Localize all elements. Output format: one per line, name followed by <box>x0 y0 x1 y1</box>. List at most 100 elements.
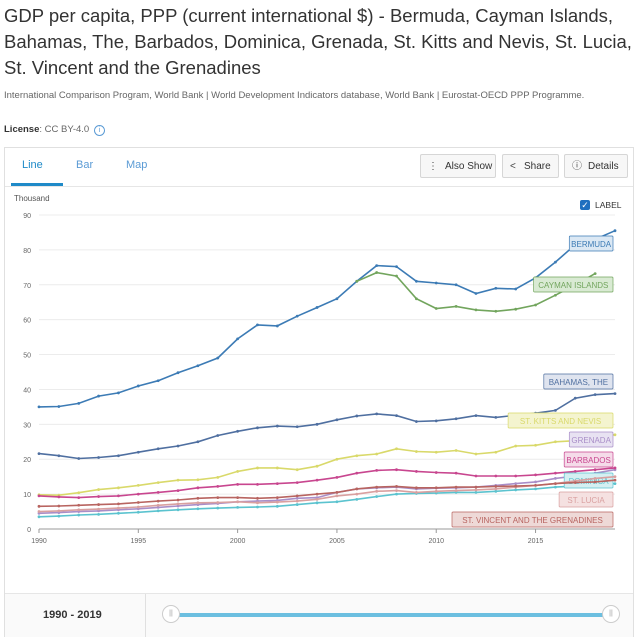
data-point <box>613 433 617 437</box>
chart-tabs: Line Bar Map ⋮ Also Show < Share ⓘ Detai… <box>5 148 633 187</box>
data-point <box>275 500 279 504</box>
data-point <box>275 504 279 508</box>
data-point <box>256 501 259 505</box>
share-button[interactable]: < Share <box>502 154 559 178</box>
data-point <box>236 496 240 499</box>
info-circle-icon: ⓘ <box>572 161 582 172</box>
data-point <box>335 457 339 461</box>
y-tick-label: 20 <box>23 457 31 464</box>
data-point <box>117 502 120 506</box>
data-point <box>176 498 180 502</box>
data-point <box>593 468 597 472</box>
data-point <box>395 489 398 493</box>
license-label: License <box>4 124 40 135</box>
more-vertical-icon: ⋮ <box>428 161 438 172</box>
data-point <box>613 392 617 396</box>
slider-end-handle[interactable]: || <box>602 605 620 623</box>
data-point <box>494 286 498 290</box>
tab-map[interactable]: Map <box>126 159 148 171</box>
x-tick-label: 2000 <box>230 538 246 545</box>
data-point <box>494 474 498 478</box>
data-point <box>454 305 458 308</box>
details-button[interactable]: ⓘ Details <box>564 154 628 178</box>
info-icon[interactable]: i <box>94 125 106 136</box>
data-point <box>136 483 140 487</box>
data-point <box>534 473 537 477</box>
data-point <box>355 492 359 496</box>
data-point <box>216 496 220 499</box>
data-point <box>395 414 398 418</box>
series-label: ST. KITTS AND NEVIS <box>520 417 601 426</box>
data-point <box>256 482 259 486</box>
data-point <box>474 485 478 489</box>
data-point <box>117 391 120 395</box>
x-tick-label: 1995 <box>131 538 147 545</box>
tab-line[interactable]: Line <box>22 159 43 171</box>
data-point <box>613 229 617 233</box>
data-point <box>414 420 418 423</box>
data-point <box>494 489 498 493</box>
y-tick-label: 10 <box>23 492 31 499</box>
data-point <box>593 272 597 276</box>
data-point <box>196 507 200 511</box>
data-point <box>97 456 100 459</box>
data-point <box>534 483 537 487</box>
data-point <box>295 481 299 484</box>
data-point <box>77 457 81 460</box>
data-point <box>176 444 180 448</box>
data-point <box>355 414 359 418</box>
series-label-box <box>568 431 614 448</box>
data-point <box>434 450 438 454</box>
data-point <box>395 274 398 278</box>
data-point <box>156 481 160 484</box>
data-point <box>375 495 379 498</box>
year-range-label: 1990 - 2019 <box>43 609 102 621</box>
data-point <box>593 480 597 484</box>
data-point <box>494 485 498 488</box>
data-point <box>474 490 478 494</box>
label-checkbox-label: LABEL <box>595 200 622 210</box>
data-point <box>236 505 240 509</box>
data-point <box>554 293 557 297</box>
y-axis-unit: Thousand <box>14 194 50 203</box>
data-point <box>295 503 299 506</box>
data-point <box>613 466 617 470</box>
data-point <box>375 264 379 267</box>
active-tab-indicator <box>11 183 63 186</box>
slider-start-handle[interactable]: || <box>162 605 180 623</box>
y-tick-label: 0 <box>27 527 31 534</box>
data-point <box>474 414 478 418</box>
data-point <box>77 402 81 405</box>
data-point <box>117 511 120 515</box>
data-point <box>216 485 220 488</box>
also-show-button[interactable]: ⋮ Also Show <box>420 154 496 178</box>
x-tick-label: 2015 <box>528 538 544 545</box>
data-point <box>335 490 339 494</box>
data-point <box>295 496 299 500</box>
data-point <box>176 508 180 512</box>
data-point <box>216 501 220 504</box>
data-point <box>315 422 319 426</box>
y-tick-label: 30 <box>23 422 31 429</box>
data-point <box>474 292 478 295</box>
data-point <box>77 496 81 499</box>
label-checkbox[interactable]: ✓ <box>580 200 590 210</box>
y-tick-label: 80 <box>23 248 31 255</box>
tab-bar[interactable]: Bar <box>76 159 94 171</box>
data-point <box>236 500 240 504</box>
data-point <box>176 489 180 493</box>
data-point <box>514 482 518 486</box>
data-point <box>355 497 359 501</box>
data-point <box>554 408 557 412</box>
source-text: International Comparison Program, World … <box>4 90 585 101</box>
time-range-footer: 1990 - 2019 || || <box>5 593 633 637</box>
data-point <box>414 490 418 494</box>
data-point <box>474 474 478 478</box>
data-point <box>534 443 537 447</box>
series-line <box>38 482 616 518</box>
series-line <box>38 479 616 508</box>
data-point <box>494 415 498 419</box>
data-point <box>256 466 259 470</box>
data-point <box>216 475 220 479</box>
year-range-slider[interactable] <box>173 613 611 617</box>
